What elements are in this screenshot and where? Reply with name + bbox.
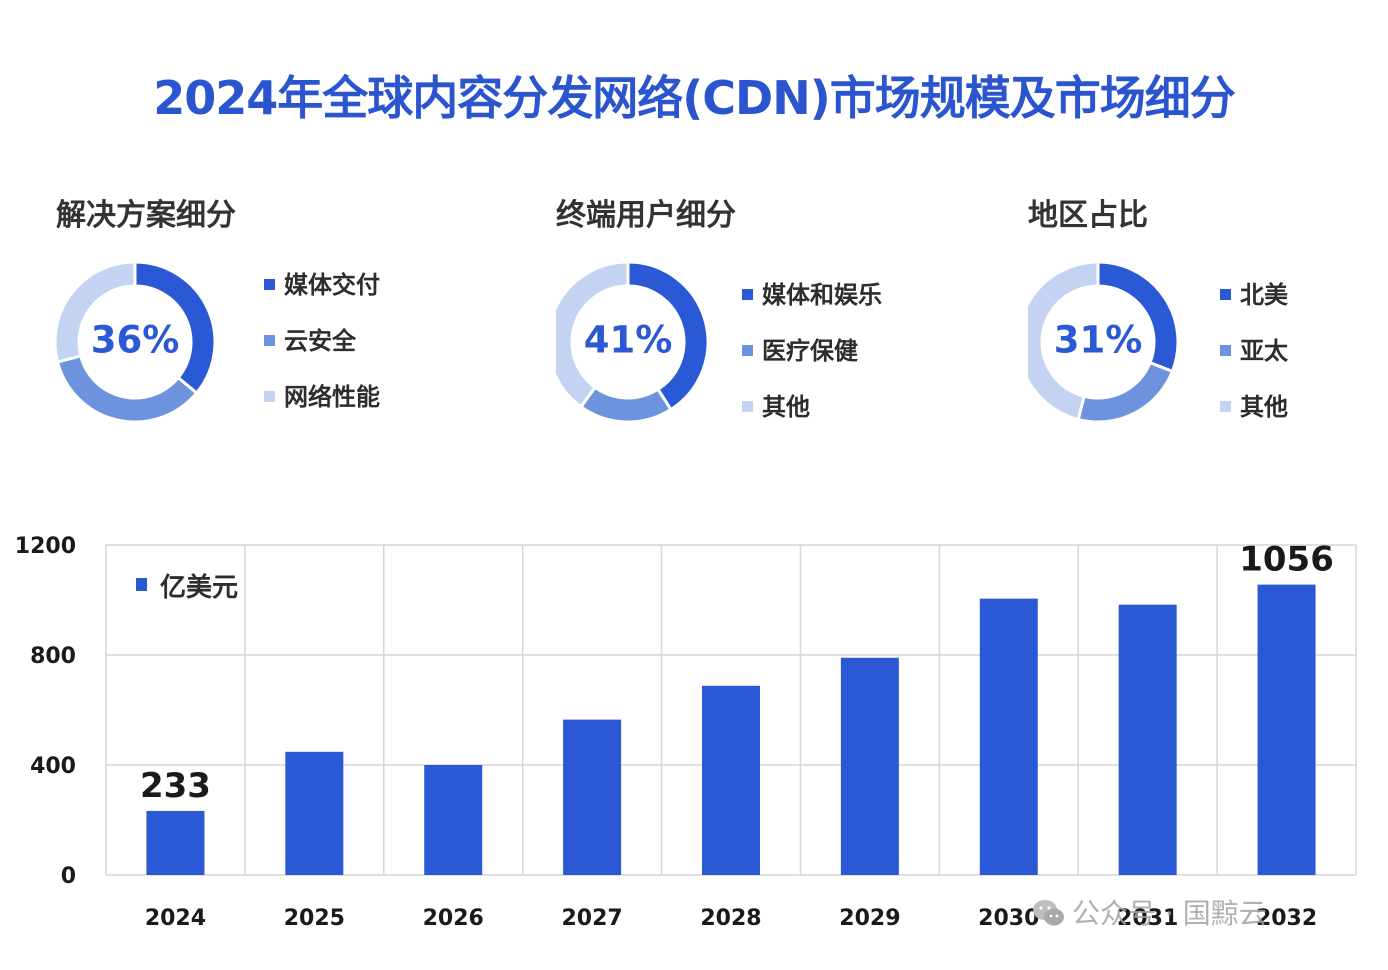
donut-title: 地区占比 <box>1028 198 1148 233</box>
donut-center-label: 36% <box>91 319 180 362</box>
legend-label: 媒体交付 <box>284 271 380 299</box>
bar-legend-label: 亿美元 <box>160 572 238 603</box>
donut-slice <box>1076 360 1175 424</box>
donut-chart: 31% <box>1028 262 1180 424</box>
bar-legend-swatch <box>136 578 147 591</box>
x-tick-label: 2024 <box>145 906 206 931</box>
bar-2028 <box>702 685 760 875</box>
bar-2029 <box>840 657 899 875</box>
wechat-icon <box>1033 900 1064 926</box>
legend-swatch <box>1220 345 1231 356</box>
bar-2032 <box>1257 584 1316 875</box>
donut-chart: 41% <box>556 262 710 424</box>
donut-title: 终端用户细分 <box>556 198 736 233</box>
y-tick-label: 800 <box>30 644 76 669</box>
page-title: 2024年全球内容分发网络(CDN)市场规模及市场细分 <box>153 71 1236 125</box>
legend-label: 医疗保健 <box>762 337 858 365</box>
bar-2027 <box>563 719 622 875</box>
watermark-text: 公众号 · 国黥云 <box>1072 897 1267 930</box>
legend-label: 网络性能 <box>284 383 380 411</box>
y-tick-label: 1200 <box>15 534 76 559</box>
legend-swatch <box>264 391 275 402</box>
donut-slice <box>56 354 199 424</box>
legend-swatch <box>742 345 753 356</box>
donut-center-label: 31% <box>1054 319 1143 362</box>
bar-legend: 亿美元 <box>136 572 238 603</box>
donut-region-share: 地区占比 31% 北美 亚太 其他 <box>1028 190 1388 450</box>
legend-label: 其他 <box>762 393 810 421</box>
x-tick-label: 2028 <box>700 906 761 931</box>
x-tick-label: 2029 <box>839 906 900 931</box>
data-label: 233 <box>140 766 211 806</box>
legend-swatch <box>264 335 275 346</box>
donut-slice <box>1028 262 1100 422</box>
x-tick-label: 2032 <box>1256 906 1317 931</box>
donut-center-label: 41% <box>584 319 673 362</box>
y-tick-label: 0 <box>61 864 76 889</box>
donut-slice <box>56 262 137 364</box>
x-tick-label: 2026 <box>423 906 484 931</box>
legend-swatch <box>742 289 753 300</box>
bar-2024 <box>146 810 205 875</box>
bar-2026 <box>424 765 483 875</box>
x-tick-label: 2030 <box>978 906 1039 931</box>
y-tick-label: 400 <box>30 754 76 779</box>
bar-2025 <box>285 751 344 875</box>
legend-label: 北美 <box>1240 281 1288 309</box>
legend-swatch <box>264 279 275 290</box>
legend-label: 亚太 <box>1240 337 1288 365</box>
bar-2031 <box>1118 604 1177 875</box>
donut-slice <box>556 262 630 409</box>
donut-enduser-segments: 终端用户细分 41% 媒体和娱乐 医疗保健 其他 <box>556 190 996 450</box>
donut-chart: 36% <box>56 262 217 424</box>
legend-label: 其他 <box>1240 393 1288 421</box>
x-tick-label: 2031 <box>1117 906 1178 931</box>
legend-swatch <box>1220 401 1231 412</box>
donut-title: 解决方案细分 <box>56 198 236 233</box>
donut-solution-segments: 解决方案细分 36% 媒体交付 云安全 网络性能 <box>56 190 496 450</box>
bar-chart: 0 400 800 1200 2024 2025 2026 2027 2028 2029 2030… <box>15 534 1357 931</box>
donut-slice <box>578 385 673 424</box>
data-label: 1056 <box>1239 540 1334 580</box>
x-tick-label: 2027 <box>561 906 622 931</box>
bar-2030 <box>979 598 1038 875</box>
legend-label: 云安全 <box>284 327 356 355</box>
x-tick-label: 2025 <box>284 906 345 931</box>
legend-swatch <box>1220 289 1231 300</box>
legend-label: 媒体和娱乐 <box>762 281 882 309</box>
legend-swatch <box>742 401 753 412</box>
